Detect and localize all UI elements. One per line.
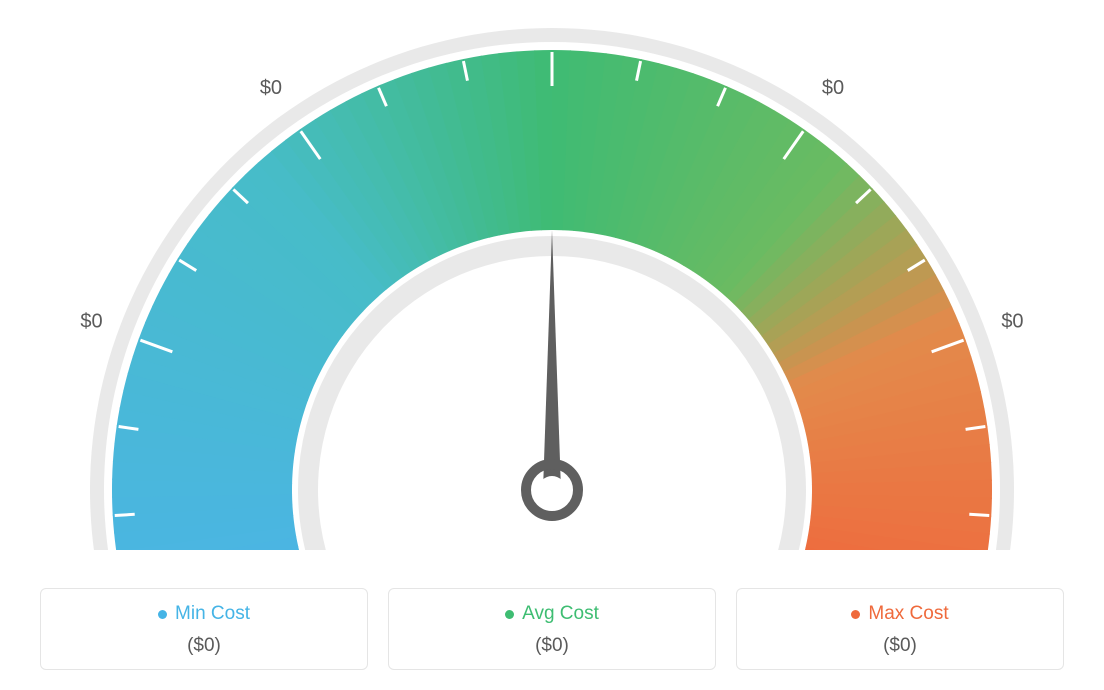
legend-label-avg: Avg Cost — [522, 603, 599, 625]
legend-label-min: Min Cost — [175, 603, 250, 625]
legend-label-max: Max Cost — [868, 603, 948, 625]
legend-dot-avg — [505, 610, 514, 619]
legend-title-avg: Avg Cost — [505, 603, 599, 625]
legend-value-min: ($0) — [51, 635, 357, 657]
legend-card-max: Max Cost ($0) — [736, 588, 1064, 670]
legend-card-avg: Avg Cost ($0) — [388, 588, 716, 670]
legend-title-min: Min Cost — [158, 603, 250, 625]
svg-text:$0: $0 — [822, 77, 844, 99]
svg-text:$0: $0 — [80, 311, 102, 333]
legend-dot-min — [158, 610, 167, 619]
gauge-svg: $0$0$0$0$0$0$0 — [22, 10, 1082, 550]
legend-value-avg: ($0) — [399, 635, 705, 657]
legend-row: Min Cost ($0) Avg Cost ($0) Max Cost ($0… — [40, 588, 1064, 670]
legend-dot-max — [851, 610, 860, 619]
gauge-chart: $0$0$0$0$0$0$0 — [22, 10, 1082, 530]
svg-text:$0: $0 — [260, 77, 282, 99]
legend-value-max: ($0) — [747, 635, 1053, 657]
legend-title-max: Max Cost — [851, 603, 948, 625]
svg-text:$0: $0 — [1001, 311, 1023, 333]
legend-card-min: Min Cost ($0) — [40, 588, 368, 670]
